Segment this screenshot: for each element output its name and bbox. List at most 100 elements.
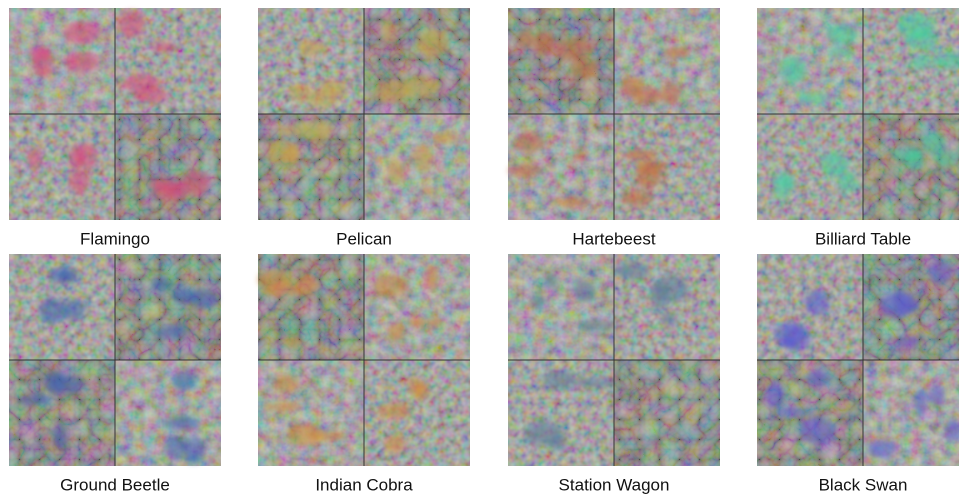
tile-feature <box>302 119 333 143</box>
tile-feature <box>573 279 597 302</box>
image-tile <box>863 114 959 220</box>
tile-feature <box>53 423 68 451</box>
tile-feature <box>69 144 85 171</box>
tile-feature <box>39 297 65 325</box>
tile-feature <box>422 187 437 196</box>
tile-feature <box>944 419 959 441</box>
tile-feature <box>795 92 833 103</box>
tile-feature <box>118 10 145 39</box>
tile-feature <box>896 335 919 349</box>
tile-feature <box>298 40 327 56</box>
panel-label: Station Wagon <box>559 475 670 494</box>
tile-feature <box>65 51 100 74</box>
image-tile <box>9 8 115 114</box>
image-tile <box>9 254 115 360</box>
image-tile <box>757 114 863 220</box>
image-panel <box>258 8 470 220</box>
tile-feature <box>28 145 42 171</box>
tile-feature <box>68 169 90 194</box>
image-tile <box>258 114 364 220</box>
image-tile <box>9 360 115 466</box>
tile-feature <box>373 274 409 298</box>
tile-feature <box>820 151 849 177</box>
tile-feature <box>530 294 546 308</box>
tile-feature <box>60 299 86 320</box>
image-panel <box>9 8 221 220</box>
image-tile <box>258 360 364 466</box>
tile-feature <box>262 283 301 297</box>
tile-feature <box>381 19 396 46</box>
tile-feature <box>149 179 167 191</box>
tile-feature <box>572 152 587 161</box>
tile-feature <box>63 21 101 44</box>
tile-feature <box>48 375 84 395</box>
tile-feature <box>189 288 219 309</box>
tile-feature <box>892 291 917 314</box>
tile-feature <box>798 416 837 445</box>
tile-feature <box>417 28 451 57</box>
tile-feature <box>154 324 189 339</box>
tile-feature <box>57 270 75 280</box>
tile-feature <box>649 282 669 309</box>
image-tile <box>757 254 863 360</box>
image-tile <box>508 8 614 114</box>
tile-feature <box>551 197 591 207</box>
tile-feature <box>804 289 830 317</box>
tile-feature <box>284 336 302 349</box>
tile-feature <box>544 272 558 290</box>
image-tile <box>364 254 470 360</box>
tile-feature <box>524 421 562 446</box>
tile-feature <box>377 402 412 420</box>
image-tile <box>364 8 470 114</box>
panel-label: Billiard Table <box>815 229 911 248</box>
tile-feature <box>910 55 930 70</box>
image-panel <box>9 254 221 466</box>
image-tile <box>115 254 221 360</box>
tile-feature <box>164 415 200 431</box>
tile-feature <box>663 47 689 58</box>
tile-feature <box>273 374 300 394</box>
tile-texture <box>9 114 115 220</box>
image-panel <box>757 254 959 466</box>
tile-feature <box>661 83 681 104</box>
image-panel <box>757 8 959 220</box>
tile-feature <box>805 369 833 387</box>
tile-feature <box>289 83 312 103</box>
tile-feature <box>891 145 922 162</box>
tile-feature <box>388 321 405 344</box>
tile-texture <box>364 254 470 360</box>
tile-feature <box>286 423 321 447</box>
tile-feature <box>19 393 51 406</box>
tile-feature <box>181 170 210 196</box>
image-tile <box>614 254 720 360</box>
tile-feature <box>929 51 959 70</box>
image-tile <box>115 114 221 220</box>
image-tile <box>614 8 720 114</box>
tile-feature <box>614 261 651 280</box>
tile-feature <box>540 371 577 389</box>
tile-feature <box>433 131 460 144</box>
tile-feature <box>766 383 785 409</box>
panel-label: Black Swan <box>819 475 908 494</box>
tile-feature <box>569 59 599 79</box>
tile-feature <box>508 163 543 178</box>
panel-label: Indian Cobra <box>315 475 413 494</box>
tile-feature <box>774 407 815 417</box>
tile-feature <box>661 312 677 327</box>
image-tile <box>863 360 959 466</box>
image-tile <box>757 360 863 466</box>
tile-feature <box>386 159 406 184</box>
panel-label: Pelican <box>336 229 392 248</box>
tile-feature <box>632 88 666 105</box>
image-tile <box>863 254 959 360</box>
tile-feature <box>778 56 808 84</box>
tile-feature <box>517 28 535 50</box>
tile-feature <box>172 371 197 390</box>
tile-feature <box>425 264 438 291</box>
tile-feature <box>267 139 299 165</box>
tile-feature <box>620 190 653 207</box>
tile-feature <box>181 436 206 464</box>
tile-feature <box>385 433 406 454</box>
image-tile <box>258 8 364 114</box>
tile-texture <box>258 360 364 466</box>
